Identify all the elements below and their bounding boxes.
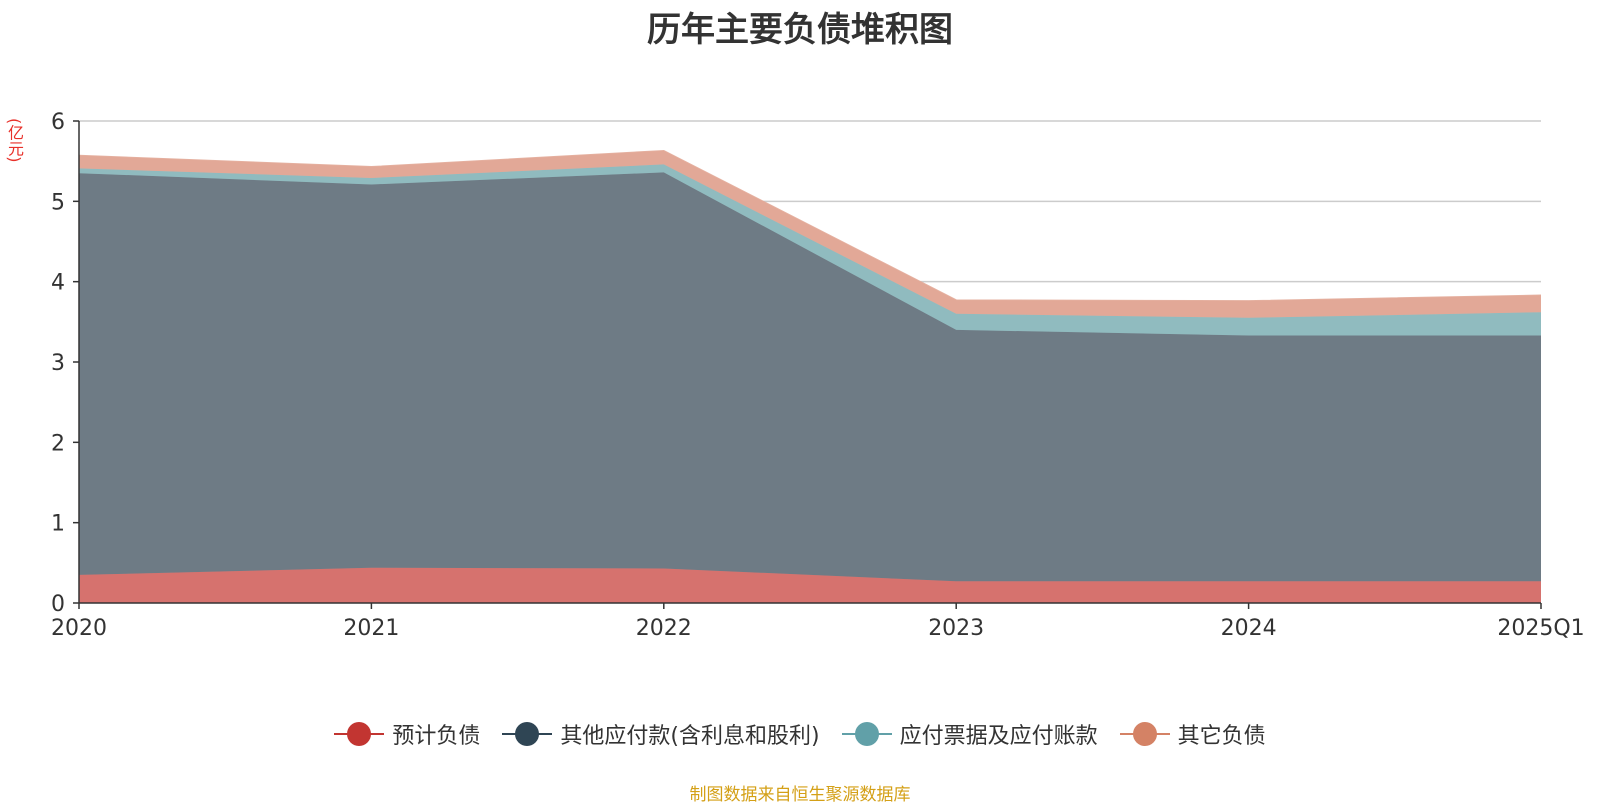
area-series-3: [79, 150, 1541, 318]
legend-label: 其他应付款(含利息和股利): [560, 724, 820, 749]
area-series-2: [79, 164, 1541, 336]
legend-label: 其它负债: [1177, 724, 1266, 749]
y-tick-label: 6: [51, 110, 65, 135]
area-series: [78, 149, 1542, 603]
x-tick-label: 2025Q1: [1497, 616, 1584, 641]
legend-item-1[interactable]: 其他应付款(含利息和股利): [502, 718, 820, 750]
y-axis-unit-label: (亿元): [5, 118, 24, 163]
x-tick-label: 2023: [928, 616, 984, 641]
x-tick-label: 2020: [51, 616, 107, 641]
y-tick-label: 5: [51, 190, 65, 215]
legend-label: 预计负债: [392, 724, 481, 749]
legend-swatch: [841, 722, 892, 746]
x-tick-label: 2024: [1221, 616, 1277, 641]
area-series-0: [79, 567, 1541, 603]
legend-swatch: [334, 722, 385, 746]
y-tick-label: 1: [51, 512, 65, 537]
legend-swatch: [502, 722, 553, 746]
legend: 预计负债 其他应付款(含利息和股利) 应付票据及应付账款 其它负债: [0, 718, 1600, 750]
stacked-area-chart: 0 1 2 3 4 5 6 2020 2021 2022 2023 2024 2025Q1: [51, 110, 1585, 641]
area-series-1: [79, 172, 1541, 582]
legend-item-2[interactable]: 应付票据及应付账款: [841, 718, 1098, 750]
x-tick-label: 2022: [636, 616, 692, 641]
legend-item-0[interactable]: 预计负债: [334, 718, 480, 750]
source-note: 制图数据来自恒生聚源数据库: [689, 785, 911, 805]
legend-swatch: [1119, 722, 1170, 746]
legend-item-3[interactable]: 其它负债: [1119, 718, 1266, 750]
y-tick-label: 3: [51, 351, 65, 376]
legend-label: 应付票据及应付账款: [899, 724, 1098, 749]
series-line-3: [78, 149, 1542, 302]
y-tick-label: 2: [51, 431, 65, 456]
chart-title: 历年主要负债堆积图: [647, 10, 953, 50]
axes: 0 1 2 3 4 5 6 2020 2021 2022 2023 2024 2025Q1: [51, 110, 1585, 641]
y-tick-label: 4: [51, 271, 65, 296]
y-tick-label: 0: [51, 592, 65, 617]
x-tick-label: 2021: [343, 616, 399, 641]
